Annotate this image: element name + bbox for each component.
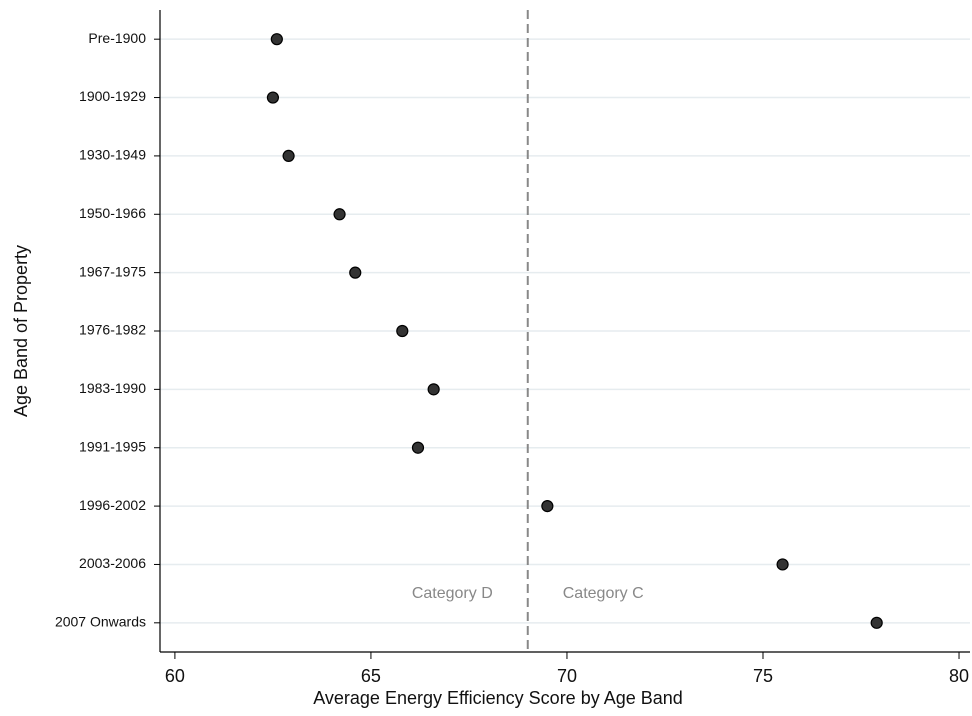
y-tick-label: 1996-2002: [79, 497, 146, 513]
dot: [541, 499, 554, 513]
y-tick-label: 1983-1990: [79, 380, 146, 396]
dot: [333, 208, 346, 221]
y-tick-label: 1950-1966: [79, 205, 146, 221]
dot: [411, 441, 425, 454]
dot: [282, 149, 295, 163]
y-tick-label: 2007 Onwards: [55, 614, 146, 630]
x-axis-title: Average Energy Efficiency Score by Age B…: [313, 688, 683, 708]
dot: [427, 383, 440, 396]
dot: [270, 33, 283, 46]
y-tick-label: 1900-1929: [79, 88, 146, 104]
y-tick-label: 1991-1995: [79, 438, 146, 454]
dot: [776, 558, 789, 571]
annotation: Category C: [563, 585, 644, 602]
dot: [266, 91, 280, 104]
y-tick-label: 1976-1982: [79, 322, 146, 338]
x-tick-label: 80: [949, 666, 969, 686]
x-tick-label: 60: [165, 666, 185, 686]
dot: [396, 324, 409, 338]
y-tick-label: Pre-1900: [88, 30, 146, 46]
x-tick-label: 70: [557, 666, 577, 686]
x-tick-label: 75: [753, 666, 773, 686]
annotation: Category D: [412, 585, 493, 602]
dot: [870, 616, 883, 629]
y-tick-label: 1930-1949: [79, 147, 146, 163]
x-tick-label: 65: [361, 666, 381, 686]
y-tick-label: 2003-2006: [79, 555, 146, 571]
y-tick-label: 1967-1975: [79, 263, 146, 279]
y-axis-title: Age Band of Property: [11, 245, 31, 417]
dot: [349, 266, 362, 279]
